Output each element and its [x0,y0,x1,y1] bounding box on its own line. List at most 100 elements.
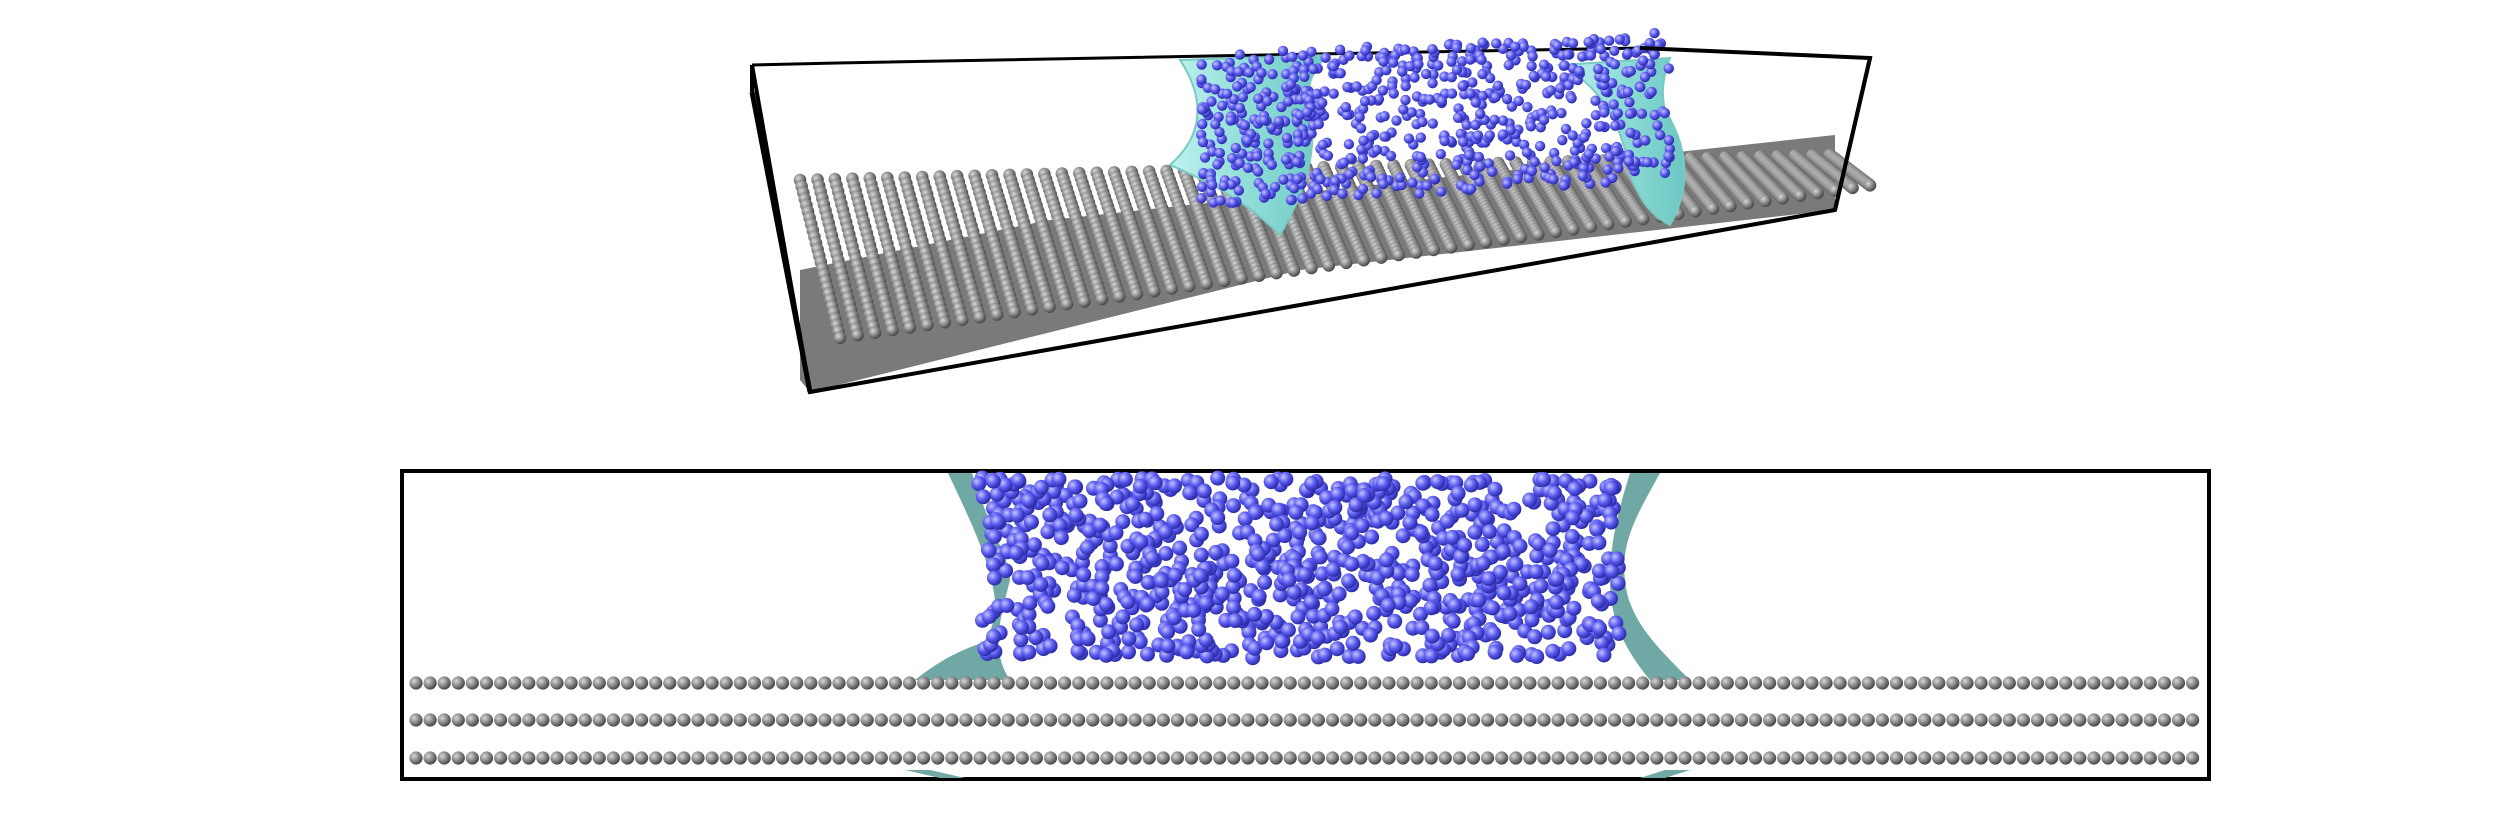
liquid-atom [1387,613,1403,629]
liquid-atom [1247,640,1263,656]
liquid-atom [1320,52,1331,63]
substrate-atom [1619,215,1632,228]
substrate-atom [1170,676,1184,690]
liquid-atom [1285,194,1297,206]
liquid-atom [1358,135,1369,146]
liquid-atom [1356,488,1372,503]
substrate-atom [888,713,903,727]
substrate-atom [1537,713,1551,727]
liquid-atom [1304,515,1320,531]
liquid-atom [1622,48,1633,59]
liquid-atom [1445,529,1460,545]
substrate-atom [1889,713,1904,727]
liquid-atom [1337,188,1348,199]
substrate-atom [1114,676,1128,690]
substrate-atom [2143,676,2157,690]
substrate-atom [1142,751,1156,765]
liquid-atom [1415,151,1426,163]
substrate-atom [846,676,860,690]
substrate-atom [1297,676,1311,690]
liquid-atom [1512,576,1528,592]
substrate-atom [1748,713,1763,727]
liquid-atom [1622,86,1634,98]
substrate-atom [1058,751,1072,765]
substrate-atom [1043,676,1058,690]
liquid-atom [1491,38,1502,49]
liquid-atom [1450,566,1466,582]
liquid-atom [1524,612,1540,628]
substrate-atom [987,676,1001,690]
liquid-atom [1341,109,1353,121]
liquid-atom [1334,44,1346,55]
liquid-atom [1365,171,1377,183]
substrate-atom [2129,751,2143,765]
right-interface-profile [1610,473,1690,680]
substrate-atom [1452,713,1466,727]
substrate-atom [1325,751,1340,765]
substrate-atom [917,676,931,690]
liquid-atom [1379,552,1394,568]
liquid-atom [1102,538,1118,554]
substrate-atom [1720,676,1734,690]
liquid-atom [1221,88,1233,100]
liquid-atom [1208,544,1224,560]
liquid-atom [1267,69,1278,80]
liquid-atom [1399,44,1411,55]
liquid-atom [1477,37,1488,48]
liquid-atom [1504,150,1516,161]
liquid-atom [1144,550,1160,566]
substrate-atom [1305,261,1318,275]
liquid-atom [1624,108,1636,120]
liquid-atom [1242,135,1253,146]
liquid-atom [1321,190,1333,202]
liquid-atom [1210,84,1221,95]
substrate-atom [2016,751,2030,765]
liquid-atom [1659,107,1671,119]
liquid-atom [1559,60,1570,71]
liquid-atom [1258,115,1270,126]
liquid-atom [1214,126,1225,138]
liquid-atom [1355,553,1371,569]
substrate-atom [1833,676,1847,690]
liquid-atom [1008,545,1024,561]
liquid-atom [1241,624,1257,640]
liquid-atom [985,473,1001,489]
liquid-atom [1265,532,1281,548]
substrate-atom [1025,303,1039,316]
substrate-atom [761,676,776,690]
substrate-atom [1861,713,1875,727]
substrate-atom [1811,186,1824,200]
substrate-atom [564,751,578,765]
substrate-atom [1636,713,1650,727]
liquid-atom [1034,556,1050,572]
liquid-atom [1280,154,1292,165]
liquid-atom [1140,574,1156,590]
liquid-atom [1590,95,1601,106]
liquid-atom [1226,66,1237,77]
substrate-atom [691,676,705,690]
substrate-atom [1847,751,1861,765]
substrate-atom [1424,713,1438,727]
substrate-atom [1593,676,1607,690]
liquid-atom [1244,67,1255,78]
substrate-atom [1689,204,1702,218]
liquid-atom [1591,535,1607,551]
substrate-atom [1357,253,1370,267]
liquid-atom [1538,114,1550,126]
liquid-atom [1214,147,1226,159]
liquid-atom [1355,123,1367,134]
substrate-atom [1481,751,1495,765]
liquid-atom [1327,499,1343,515]
substrate-atom [973,713,987,727]
liquid-atom [1523,599,1539,615]
substrate-atom [818,676,832,690]
substrate-atom [1650,713,1664,727]
substrate-atom [1509,676,1523,690]
substrate-atom [1340,256,1353,270]
liquid-atom [1446,88,1458,99]
substrate-atom [1255,751,1269,765]
substrate-atom [776,676,790,690]
substrate-atom [1213,713,1227,727]
liquid-atom [1474,537,1490,552]
